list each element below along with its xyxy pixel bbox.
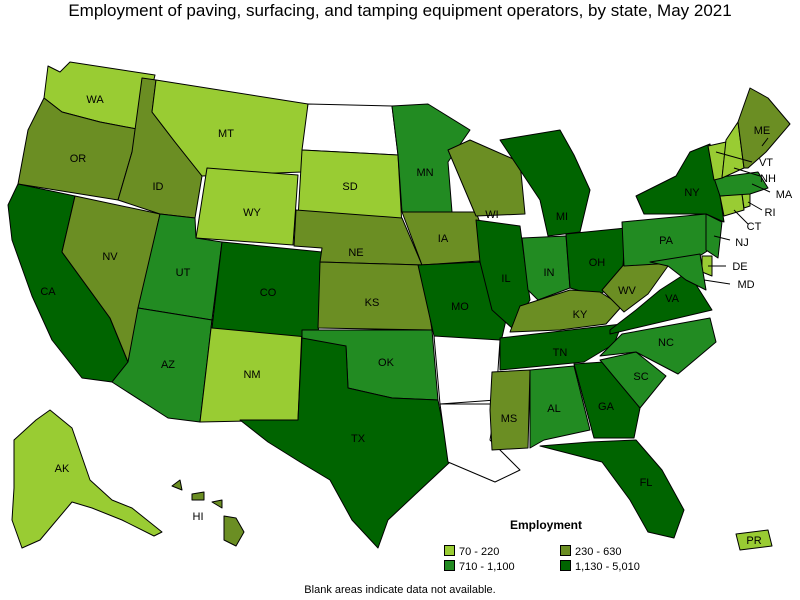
label-ms: MS: [501, 413, 518, 425]
label-pr: PR: [746, 535, 761, 547]
leader-ri2: [761, 137, 769, 147]
label-wa: WA: [86, 94, 104, 106]
state-mn[interactable]: [391, 103, 471, 213]
legend-title: Employment: [510, 518, 583, 532]
leader-md: [703, 279, 731, 285]
legend-item-3: 710 - 1,100: [444, 560, 515, 573]
data-availability-note: Blank areas indicate data not available.: [304, 584, 496, 596]
state-hi[interactable]: [171, 479, 245, 547]
leader-ri: [747, 201, 763, 211]
label-ia: IA: [438, 233, 449, 245]
label-nm: NM: [243, 369, 260, 381]
legend-item-1: 70 - 220: [444, 545, 499, 558]
state-al[interactable]: [529, 365, 591, 449]
label-id: ID: [153, 181, 164, 193]
label-wi: WI: [485, 209, 498, 221]
label-ky: KY: [573, 309, 588, 321]
label-pa: PA: [659, 235, 674, 247]
label-co: CO: [260, 287, 277, 299]
label-nh: NH: [760, 173, 776, 185]
state-in[interactable]: [521, 235, 571, 301]
legend: Employment 70 - 220 230 - 630 710 - 1,10…: [444, 518, 684, 578]
state-ga[interactable]: [573, 361, 641, 439]
leader-nh: [733, 167, 761, 177]
label-tx: TX: [351, 433, 366, 445]
label-me: ME: [754, 125, 771, 137]
label-il: IL: [501, 273, 510, 285]
label-ma: MA: [776, 189, 793, 201]
label-vt: VT: [759, 157, 773, 169]
leader-vt: [715, 151, 753, 163]
state-ar[interactable]: [433, 335, 501, 405]
map-title: Employment of paving, surfacing, and tam…: [68, 1, 732, 20]
state-nd[interactable]: [301, 103, 399, 156]
legend-swatch-3: [444, 560, 455, 571]
legend-swatch-1: [444, 545, 455, 556]
label-md: MD: [737, 279, 754, 291]
leader-ct: [733, 209, 749, 225]
label-ca: CA: [40, 286, 56, 298]
state-ky[interactable]: [509, 289, 623, 333]
label-tn: TN: [553, 347, 568, 359]
state-pa[interactable]: [621, 213, 713, 267]
label-sd: SD: [342, 181, 357, 193]
label-wy: WY: [243, 207, 261, 219]
label-mn: MN: [416, 167, 433, 179]
label-oh: OH: [589, 257, 606, 269]
label-mo: MO: [451, 301, 469, 313]
state-me[interactable]: [737, 87, 791, 169]
label-ne: NE: [348, 247, 363, 259]
label-or: OR: [70, 153, 87, 165]
state-pr[interactable]: [735, 529, 773, 551]
state-sc[interactable]: [599, 351, 667, 409]
state-tn[interactable]: [499, 323, 623, 371]
legend-item-2: 230 - 630: [560, 545, 621, 558]
label-al: AL: [547, 403, 560, 415]
label-va: VA: [665, 293, 680, 305]
state-nc[interactable]: [599, 317, 717, 375]
label-mi: MI: [556, 211, 568, 223]
state-ct[interactable]: [719, 193, 745, 217]
state-wy[interactable]: [195, 167, 299, 246]
leader-nj: [713, 235, 731, 241]
label-ga: GA: [598, 401, 615, 413]
legend-item-4: 1,130 - 5,010: [560, 560, 640, 573]
state-md[interactable]: [649, 253, 707, 291]
legend-swatch-2: [560, 545, 571, 556]
label-az: AZ: [161, 359, 175, 371]
state-ks[interactable]: [317, 261, 433, 331]
us-state-map: WA OR CA NV ID MT WY UT AZ NM CO SD NE K…: [7, 61, 793, 551]
label-ak: AK: [55, 463, 70, 475]
label-mt: MT: [218, 128, 234, 140]
label-hi: HI: [193, 511, 204, 523]
label-de: DE: [732, 261, 747, 273]
label-fl: FL: [640, 477, 653, 489]
label-ut: UT: [176, 267, 191, 279]
state-fl[interactable]: [539, 439, 685, 539]
state-ms[interactable]: [489, 369, 531, 451]
state-ak[interactable]: [11, 409, 163, 549]
legend-swatch-4: [560, 560, 571, 571]
label-ok: OK: [378, 357, 395, 369]
label-nc: NC: [658, 337, 674, 349]
label-in: IN: [544, 267, 555, 279]
label-nv: NV: [102, 251, 118, 263]
leader-ma: [751, 183, 771, 193]
label-nj: NJ: [735, 237, 748, 249]
label-ct: CT: [747, 221, 762, 233]
state-ri[interactable]: [741, 193, 751, 209]
state-tx[interactable]: [239, 337, 451, 549]
state-mi[interactable]: [499, 129, 591, 237]
state-mo[interactable]: [417, 261, 507, 347]
state-wi[interactable]: [447, 139, 526, 217]
label-ri: RI: [765, 207, 776, 219]
label-ny: NY: [684, 187, 700, 199]
label-wv: WV: [618, 285, 636, 297]
label-ks: KS: [365, 297, 380, 309]
label-sc: SC: [633, 371, 648, 383]
